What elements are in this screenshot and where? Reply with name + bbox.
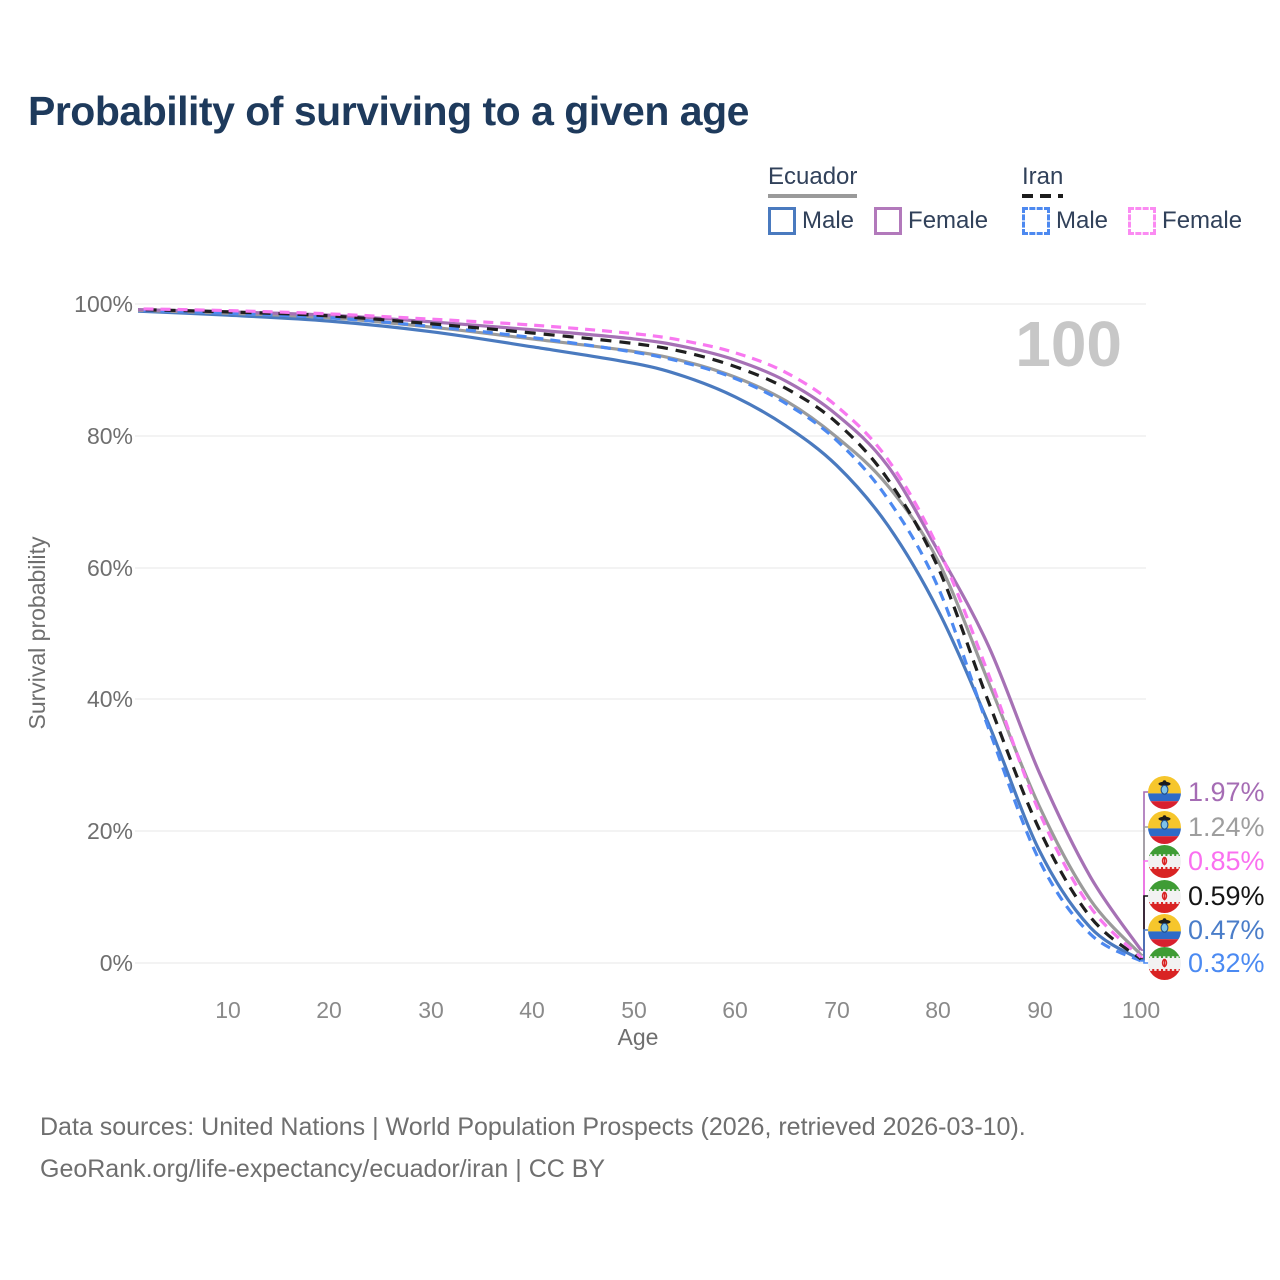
legend-item-iran-female: Female — [1128, 207, 1242, 235]
ecuador-flag-icon — [1148, 776, 1181, 809]
legend-item-iran-male: Male — [1022, 207, 1108, 235]
ytick-100: 100% — [74, 291, 133, 317]
xtick-40: 40 — [519, 997, 545, 1023]
xtick-50: 50 — [621, 997, 647, 1023]
iran-flag-icon — [1148, 845, 1181, 878]
end-label-row: 0.59% — [1148, 879, 1265, 913]
legend-iran-male-label: Male — [1056, 207, 1109, 234]
ytick-40: 40% — [87, 686, 133, 712]
end-label-value: 0.47% — [1188, 914, 1265, 945]
curve-iran-female — [138, 307, 1143, 959]
age-watermark: 100 — [1015, 308, 1122, 380]
iran-flag-icon — [1148, 880, 1181, 913]
end-label-value: 1.97% — [1188, 776, 1265, 807]
legend-group-iran: Iran Male Female — [1022, 163, 1242, 235]
xtick-60: 60 — [722, 997, 748, 1023]
end-label-value: 0.85% — [1188, 845, 1265, 876]
legend-ecuador-label: Ecuador — [768, 163, 858, 198]
end-label-value: 0.59% — [1188, 880, 1265, 911]
legend-group-ecuador: Ecuador Male Female — [768, 163, 988, 235]
end-label-value: 1.24% — [1188, 811, 1265, 842]
end-label-row: 0.47% — [1148, 913, 1265, 947]
legend-ecuador-male-label: Male — [802, 207, 855, 234]
curve-ecuador-both-sexes — [138, 308, 1143, 956]
y-axis-tick-labels: 100% 80% 60% 40% 20% 0% — [74, 291, 133, 976]
iran-male-swatch-icon — [1022, 207, 1050, 235]
xtick-80: 80 — [925, 997, 951, 1023]
xtick-10: 10 — [215, 997, 241, 1023]
curve-iran-both-sexes — [138, 307, 1143, 961]
x-axis-tick-labels: 10 20 30 40 50 60 70 80 90 100 — [215, 997, 1160, 1023]
ecuador-male-swatch-icon — [768, 207, 796, 235]
attribution-line: GeoRank.org/life-expectancy/ecuador/iran… — [40, 1155, 606, 1183]
end-label-row: 1.97% — [1148, 775, 1265, 809]
legend-ecuador-solid-line-sample — [768, 194, 858, 198]
ecuador-flag-icon — [1148, 914, 1181, 947]
ecuador-flag-icon — [1148, 811, 1181, 844]
legend-item-ecuador-male: Male — [768, 207, 854, 235]
legend-item-ecuador-female: Female — [874, 207, 988, 235]
ecuador-female-swatch-icon — [874, 207, 903, 235]
legend-iran-female-label: Female — [1162, 207, 1243, 234]
xtick-100: 100 — [1122, 997, 1160, 1023]
end-label-row: 1.24% — [1148, 810, 1265, 844]
survival-curves — [138, 307, 1143, 963]
x-axis-title: Age — [618, 1024, 659, 1050]
end-label-row: 0.32% — [1148, 946, 1265, 980]
legend-iran-label: Iran — [1022, 163, 1064, 198]
legend-ecuador-female-label: Female — [908, 207, 989, 234]
iran-female-swatch-icon — [1128, 207, 1157, 235]
xtick-90: 90 — [1027, 997, 1053, 1023]
xtick-70: 70 — [824, 997, 850, 1023]
end-label-connector — [1141, 929, 1151, 961]
xtick-30: 30 — [418, 997, 444, 1023]
end-label-row: 0.85% — [1148, 844, 1265, 878]
ytick-80: 80% — [87, 423, 133, 449]
end-label-connector — [1141, 960, 1151, 964]
end-label-connectors — [1141, 791, 1151, 964]
curve-ecuador-female — [138, 307, 1143, 951]
ytick-20: 20% — [87, 818, 133, 844]
data-sources-line: Data sources: United Nations | World Pop… — [40, 1113, 1026, 1141]
iran-flag-icon — [1148, 947, 1181, 980]
end-label-value: 0.32% — [1188, 947, 1265, 978]
curve-iran-male — [138, 308, 1142, 963]
xtick-20: 20 — [316, 997, 342, 1023]
ytick-0: 0% — [100, 950, 133, 976]
page-title: Probability of surviving to a given age — [28, 88, 749, 134]
y-axis-title: Survival probability — [24, 536, 50, 730]
legend-iran-dashed-line-sample — [1022, 194, 1064, 198]
ytick-60: 60% — [87, 555, 133, 581]
curve-ecuador-male — [138, 309, 1142, 962]
gridlines — [135, 303, 1146, 964]
footer: Data sources: United Nations | World Pop… — [40, 1106, 1026, 1190]
